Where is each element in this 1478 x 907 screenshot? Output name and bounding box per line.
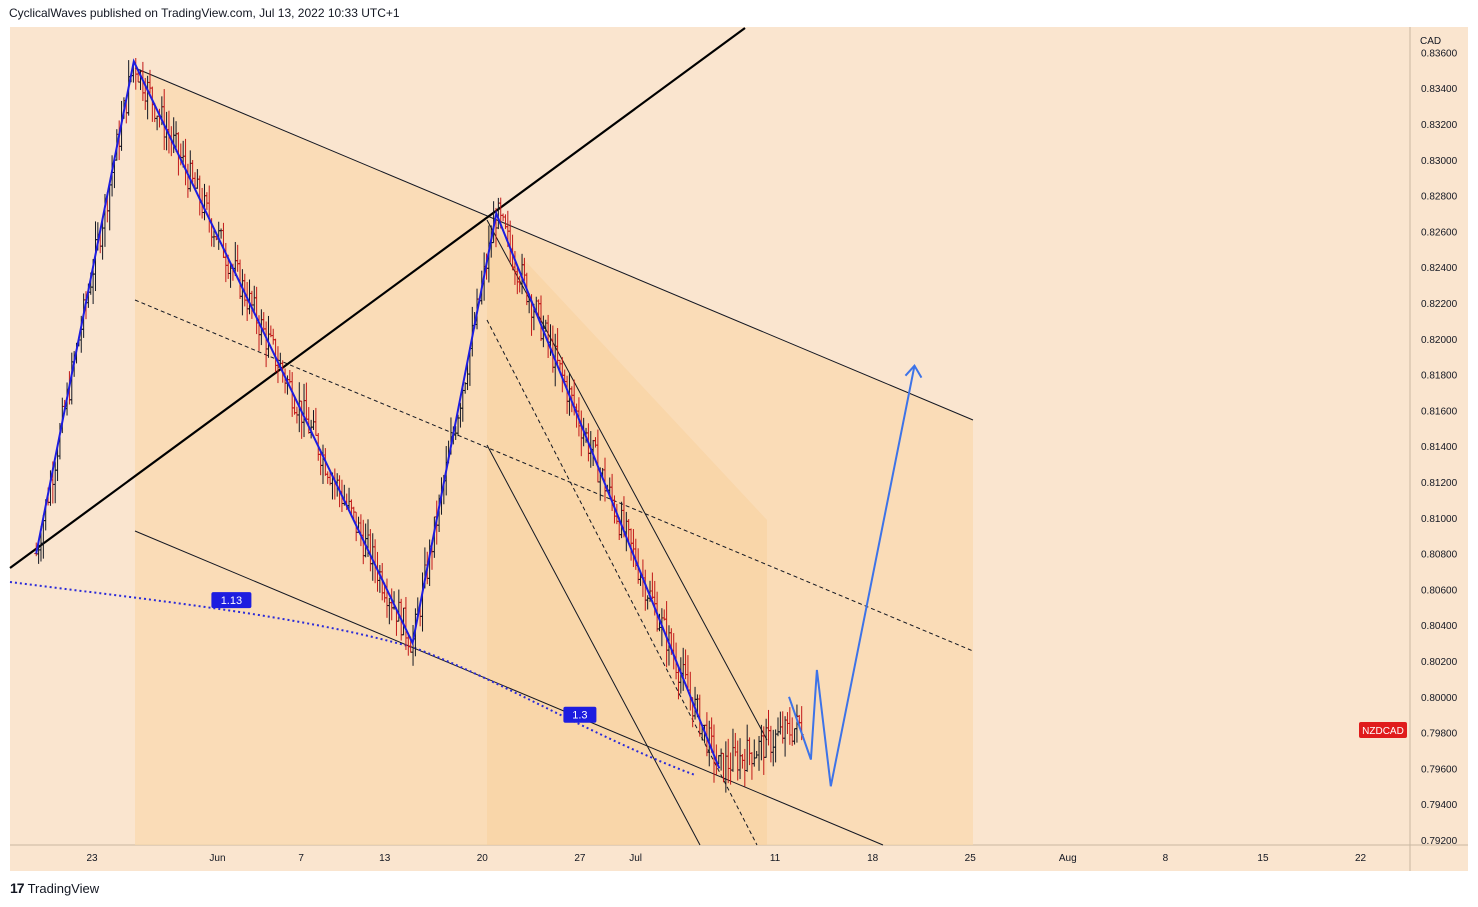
publisher-header: CyclicalWaves published on TradingView.c… [9,6,400,20]
x-tick-label: 13 [379,853,391,864]
y-tick-label: 0.81600 [1421,406,1458,417]
y-tick-label: 0.80400 [1421,621,1458,632]
fib-label[interactable]: 1.3 [563,706,597,723]
y-tick-label: 0.79800 [1421,729,1458,740]
time-axis[interactable]: 23 Jun 7 13 20 27 Jul 11 18 25 Aug 8 15 22 [86,853,1366,864]
major-trend-line[interactable] [9,27,746,569]
projection-path[interactable] [788,365,916,787]
x-tick-label: 7 [298,853,304,864]
y-tick-label: 0.82600 [1421,227,1458,238]
x-tick-label: 27 [574,853,586,864]
time-axis-background [10,845,1468,871]
tradingview-footer[interactable]: 17 TradingView [10,880,99,896]
price-axis[interactable]: 0.83600 0.83400 0.83200 0.83000 0.82800 0.826… [1421,48,1458,847]
fib-label-text: 1.13 [221,595,242,607]
x-tick-label: Aug [1059,853,1077,864]
inner-channel-lower-line[interactable] [486,444,701,846]
channel-upper-line[interactable] [134,67,974,421]
y-tick-label: 0.82400 [1421,263,1458,274]
symbol-badge[interactable]: NZDCAD [1359,722,1407,738]
y-tick-label: 0.83000 [1421,156,1458,167]
fib-label-text: 1.3 [572,710,587,722]
x-tick-label: 8 [1163,853,1169,864]
drawing-layer [9,27,974,846]
wave-overlay: 1.13 1.3 [35,58,923,787]
fib-extension-curve[interactable] [9,581,696,776]
channel-lower-line[interactable] [134,530,884,846]
y-tick-label: 0.80200 [1421,657,1458,668]
y-tick-label: 0.83400 [1421,84,1458,95]
fib-label[interactable]: 1.13 [211,592,252,609]
y-tick-label: 0.79400 [1421,800,1458,811]
y-tick-label: 0.81800 [1421,371,1458,382]
x-tick-label: 23 [86,853,98,864]
y-tick-label: 0.83600 [1421,48,1458,59]
y-tick-label: 0.79600 [1421,764,1458,775]
inner-channel-fill [487,220,767,845]
y-tick-label: 0.82000 [1421,335,1458,346]
y-tick-label: 0.82200 [1421,299,1458,310]
x-tick-label: 11 [770,853,781,864]
tradingview-logo-icon: 17 [10,880,25,896]
y-tick-label: 0.81000 [1421,514,1458,525]
x-tick-label: 20 [477,853,489,864]
x-tick-label: Jul [629,853,642,864]
channel-median-line[interactable] [134,299,974,652]
projection-arrowhead [904,363,923,379]
elliott-wave-path[interactable] [35,58,721,769]
y-tick-label: 0.80000 [1421,693,1458,704]
x-tick-label: 15 [1257,853,1269,864]
y-tick-label: 0.80800 [1421,550,1458,561]
y-tick-label: 0.83200 [1421,120,1458,131]
price-axis-background [1410,27,1468,845]
x-tick-label: 25 [965,853,977,864]
y-tick-label: 0.82800 [1421,192,1458,203]
currency-label: CAD [1420,36,1441,47]
inner-channel-median-line[interactable] [486,319,758,846]
y-tick-label: 0.79200 [1421,836,1458,847]
y-tick-label: 0.81200 [1421,478,1458,489]
y-tick-label: 0.80600 [1421,585,1458,596]
x-tick-label: 18 [867,853,879,864]
y-tick-label: 0.81400 [1421,442,1458,453]
symbol-label: NZDCAD [1362,726,1404,737]
x-tick-label: 22 [1355,853,1367,864]
x-tick-label: Jun [209,853,225,864]
main-channel-fill [135,68,973,845]
footer-brand-label: TradingView [27,880,100,896]
